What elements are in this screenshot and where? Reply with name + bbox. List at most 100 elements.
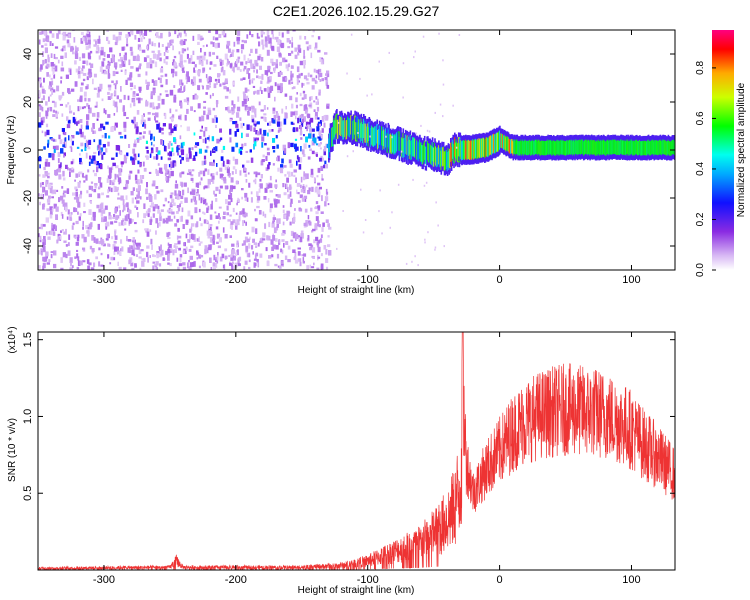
heatmap-cell [360,188,362,191]
heatmap-cell [300,176,303,183]
heatmap-cell [108,244,111,247]
heatmap-cell [216,138,220,144]
heatmap-cell [207,81,211,84]
heatmap-cell [288,53,292,56]
heatmap-cell [179,172,182,178]
heatmap-cell [301,233,304,239]
heatmap-cell [79,119,83,123]
heatmap-cell [295,127,299,132]
heatmap-cell [183,30,186,34]
heatmap-cell [92,211,96,218]
heatmap-cell [297,117,299,124]
heatmap-cell [83,135,86,140]
heatmap-cell [173,85,176,88]
heatmap-cell [180,39,184,46]
heatmap-cell [166,177,169,183]
heatmap-cell [63,194,66,198]
heatmap-cell [162,257,165,261]
heatmap-cell [275,63,278,69]
heatmap-cell [157,50,161,54]
heatmap-cell [98,177,101,183]
heatmap-cell [127,32,131,37]
heatmap-cell [101,154,104,160]
heatmap-cell [214,211,217,214]
heatmap-cell [277,265,280,268]
heatmap-cell [242,164,245,168]
heatmap-cell [193,81,196,86]
heatmap-cell [71,167,74,170]
heatmap-cell [41,182,44,186]
heatmap-cell [169,246,172,251]
heatmap-cell [146,245,150,249]
heatmap-cell [212,42,215,47]
heatmap-cell [170,202,172,207]
heatmap-cell [201,125,203,129]
heatmap-cell [91,127,94,132]
heatmap-cell [207,137,210,140]
heatmap-cell [307,72,310,77]
heatmap-cell [251,34,254,38]
y-tick-label: 0.5 [22,486,34,501]
heatmap-cell [159,93,162,96]
heatmap-cell [46,172,50,175]
heatmap-cell [50,138,55,141]
heatmap-cell [58,174,62,180]
heatmap-cell [60,55,64,59]
heatmap-cell [52,109,55,113]
heatmap-cell [366,94,368,97]
heatmap-cell [342,210,344,212]
heatmap-cell [317,117,320,120]
heatmap-cell [198,148,202,154]
heatmap-cell [114,101,118,108]
heatmap-cell [67,88,70,93]
heatmap-cell [235,224,238,230]
heatmap-cell [494,134,496,154]
heatmap-cell [89,245,93,250]
heatmap-cell [42,116,45,123]
heatmap-cell [268,121,272,126]
heatmap-cell [264,70,268,75]
heatmap-cell [313,177,316,182]
heatmap-cell [200,48,202,53]
heatmap-cell [244,87,248,93]
heatmap-cell [434,246,437,249]
heatmap-cell [301,197,305,202]
heatmap-cell [437,147,439,167]
heatmap-cell [282,183,285,188]
heatmap-cell [109,262,112,265]
heatmap-cell [148,130,151,135]
heatmap-cell [268,162,271,166]
heatmap-cell [125,34,129,38]
heatmap-cell [284,214,287,219]
heatmap-cell [38,174,41,177]
heatmap-cell [44,59,47,64]
heatmap-cell [49,214,53,219]
heatmap-cell [314,225,318,231]
heatmap-cell [169,208,173,213]
heatmap-cell [241,132,243,139]
heatmap-cell [98,208,102,213]
heatmap-cell [168,173,171,179]
heatmap-cell [95,161,99,166]
heatmap-cell [246,253,250,258]
heatmap-cell [214,263,218,268]
heatmap-cell [181,182,183,188]
heatmap-cell [42,256,46,262]
heatmap-cell [328,250,332,256]
snr-y-label: SNR (10 * v/v) [7,418,18,482]
heatmap-cell [49,41,52,46]
heatmap-cell [110,58,114,64]
heatmap-cell [45,181,48,187]
heatmap-cell [264,143,267,146]
colorbar-tick-label: 0.0 [695,263,706,277]
heatmap-cell [272,110,276,114]
heatmap-cell [134,156,137,161]
heatmap-cell [275,245,279,250]
heatmap-cell [117,261,119,266]
heatmap-cell [147,112,151,115]
snr-panel: -300 -200 -100 0 100 0.51.01.5 Height of str… [7,326,676,596]
heatmap-cell [237,263,241,267]
heatmap-cell [179,79,182,86]
heatmap-cell [132,187,135,191]
heatmap-cell [174,61,176,67]
